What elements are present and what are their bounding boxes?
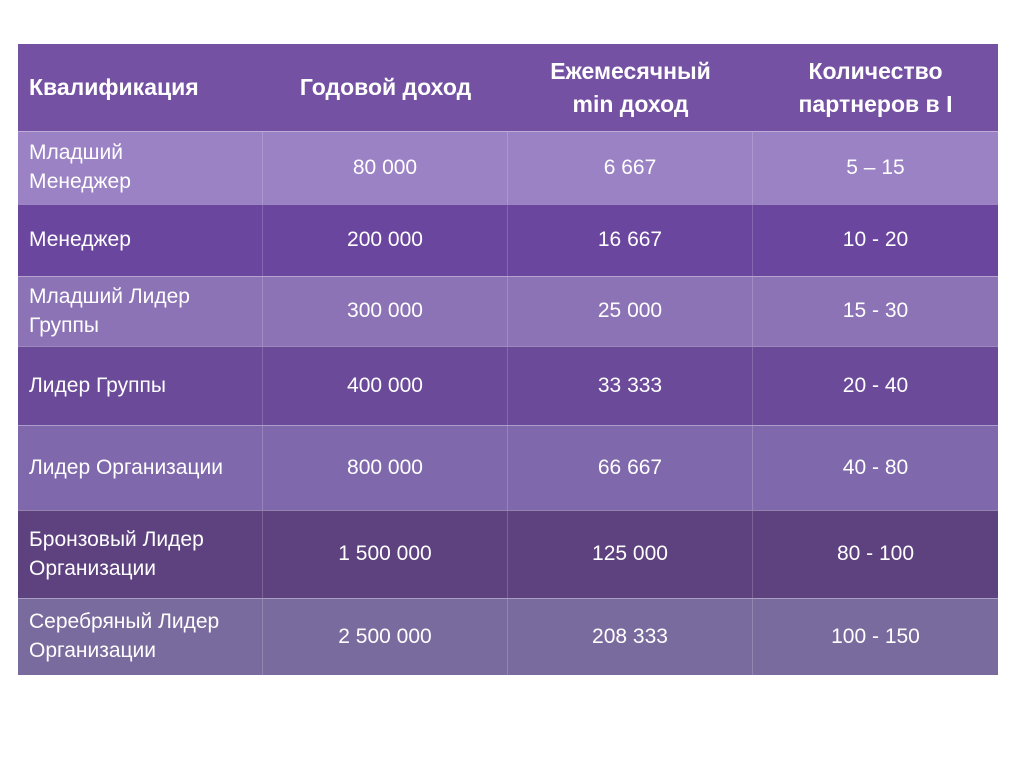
cell-monthly-min-income: 125 000 — [508, 511, 753, 598]
cell-monthly-min-income: 25 000 — [508, 277, 753, 346]
cell-annual-income: 300 000 — [263, 277, 508, 346]
cell-qualification: Младший Лидер Группы — [18, 277, 263, 346]
cell-qualification: Менеджер — [18, 205, 263, 276]
table-header-row: Квалификация Годовой доход Ежемесячный m… — [18, 44, 998, 131]
cell-monthly-min-income: 208 333 — [508, 599, 753, 675]
header-monthly-min-income: Ежемесячный min доход — [550, 57, 711, 117]
table-row: Бронзовый Лидер Организации 1 500 000 12… — [18, 510, 998, 598]
header-qualification: Квалификация — [29, 74, 199, 101]
cell-annual-income: 2 500 000 — [263, 599, 508, 675]
table-row: Лидер Организации 800 000 66 667 40 - 80 — [18, 425, 998, 510]
cell-partners-count: 10 - 20 — [842, 228, 909, 252]
cell-annual-income: 1 500 000 — [263, 511, 508, 598]
cell-partners-count: 15 - 30 — [842, 299, 909, 323]
table-row: Серебряный Лидер Организации 2 500 000 2… — [18, 598, 998, 675]
cell-qualification: Бронзовый Лидер Организации — [18, 511, 263, 598]
cell-annual-income: 800 000 — [263, 426, 508, 510]
cell-monthly-min-income: 6 667 — [508, 132, 753, 204]
cell-partners-count: 5 – 15 — [846, 155, 905, 179]
header-annual-income: Годовой доход — [299, 74, 472, 101]
table-row: Младший Лидер Группы 300 000 25 000 15 -… — [18, 276, 998, 346]
cell-partners-count: 80 - 100 — [836, 542, 915, 566]
table-row: Менеджер 200 000 16 667 10 - 20 — [18, 204, 998, 276]
cell-annual-income: 80 000 — [263, 132, 508, 204]
cell-qualification: Серебряный Лидер Организации — [18, 599, 263, 675]
cell-monthly-min-income: 16 667 — [508, 205, 753, 276]
cell-annual-income: 400 000 — [263, 347, 508, 425]
cell-monthly-min-income: 33 333 — [508, 347, 753, 425]
qualification-table: Квалификация Годовой доход Ежемесячный m… — [18, 44, 998, 675]
cell-partners-count: 100 - 150 — [831, 624, 920, 648]
table-row: Младший Менеджер 80 000 6 667 5 – 15 — [18, 131, 998, 204]
cell-qualification: Младший Менеджер — [18, 132, 263, 204]
cell-qualification: Лидер Группы — [18, 347, 263, 425]
header-partners-count: Количество партнеров в I — [798, 57, 953, 117]
cell-qualification: Лидер Организации — [18, 426, 263, 510]
cell-partners-count: 40 - 80 — [842, 455, 909, 479]
table-row: Лидер Группы 400 000 33 333 20 - 40 — [18, 346, 998, 425]
cell-partners-count: 20 - 40 — [842, 373, 909, 397]
cell-annual-income: 200 000 — [263, 205, 508, 276]
cell-monthly-min-income: 66 667 — [508, 426, 753, 510]
